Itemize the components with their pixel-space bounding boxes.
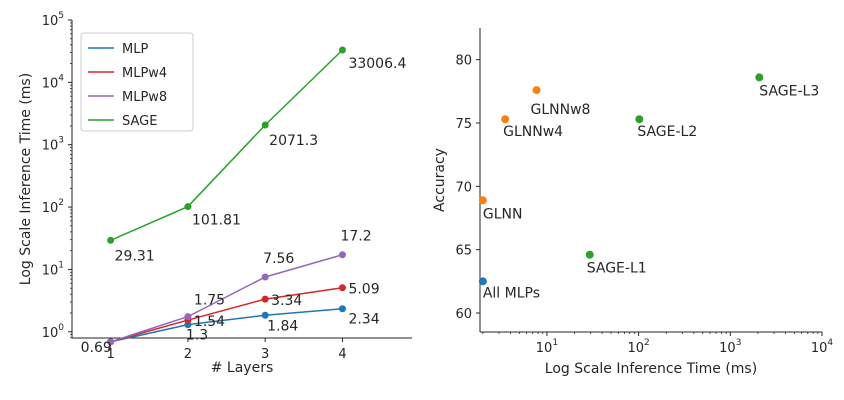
scatter-point-glnnw4 <box>501 115 510 124</box>
left-y-axis-title: Log Scale Inference Time (ms) <box>18 73 34 285</box>
right-y-tick-label: 60 <box>455 307 472 322</box>
data-label-mlpw8: 17.2 <box>340 229 371 245</box>
left-x-tick-label: 2 <box>184 347 192 362</box>
scatter-point-glnn <box>478 196 487 205</box>
right-points-group: All MLPs GLNN GLNNw4 GLNNw8 SAGE-L1 SAGE-L2 SA… <box>478 73 819 301</box>
right-scatter-chart: 101 102 103 104 60 65 70 75 80 All MLPs GLNN GLNN… <box>432 28 833 377</box>
scatter-point-sage-l3 <box>755 73 764 82</box>
right-y-tick-label: 70 <box>455 180 472 195</box>
data-point-mlpw8 <box>107 338 115 346</box>
series-line-mlp <box>110 307 343 343</box>
left-x-tick-label: 4 <box>338 347 346 362</box>
right-y-tick-label: 65 <box>455 244 472 259</box>
series-line-mlpw8 <box>110 254 343 343</box>
left-y-tick-label: 100 <box>42 323 65 341</box>
legend-label-mlpw8: MLPw8 <box>122 90 167 105</box>
left-x-ticks: 1 2 3 4 <box>106 338 347 362</box>
legend-box <box>80 32 194 132</box>
legend-label-mlpw4: MLPw4 <box>122 66 167 81</box>
right-x-tick-label: 102 <box>627 338 649 356</box>
left-x-tick-label: 1 <box>106 347 114 362</box>
data-point-sage <box>184 203 192 211</box>
legend-label-mlp: MLP <box>122 42 148 57</box>
data-label-sage: 29.31 <box>115 248 155 264</box>
right-y-axis-title: Accuracy <box>432 148 448 212</box>
scatter-label-sage-l3: SAGE-L3 <box>759 83 819 99</box>
right-x-ticks: 101 102 103 104 <box>482 332 834 356</box>
data-point-sage <box>107 236 115 244</box>
data-label-mlpw8: 7.56 <box>263 251 294 267</box>
left-y-tick-label: 104 <box>42 73 65 91</box>
data-label-sage: 101.81 <box>192 213 241 229</box>
data-label-mlp: 1.3 <box>186 328 208 344</box>
data-point-mlp <box>261 311 269 319</box>
data-label-mlpw4: 3.34 <box>271 293 302 309</box>
data-label-sage: 33006.4 <box>348 56 406 72</box>
data-label-mlp: 0.69 <box>81 340 112 356</box>
data-point-sage <box>261 121 269 129</box>
right-x-axis-title: Log Scale Inference Time (ms) <box>545 361 757 377</box>
scatter-point-sage-l2 <box>635 115 644 124</box>
left-x-tick-label: 3 <box>261 347 269 362</box>
data-label-mlpw8: 1.75 <box>194 293 225 309</box>
left-y-tick-label: 103 <box>42 136 64 154</box>
data-point-mlpw4 <box>338 284 346 292</box>
right-x-tick-label: 104 <box>811 338 834 356</box>
left-series-group <box>107 46 346 346</box>
data-point-mlpw8 <box>338 251 346 259</box>
right-x-tick-label: 103 <box>719 338 741 356</box>
legend-label-sage: SAGE <box>122 114 157 129</box>
data-label-mlp: 1.84 <box>267 318 298 334</box>
right-y-tick-label: 80 <box>455 54 472 69</box>
scatter-point-sage-l1 <box>585 250 594 259</box>
data-label-mlpw4: 1.54 <box>194 314 225 330</box>
scatter-label-glnn: GLNN <box>483 206 523 222</box>
data-point-mlpw4 <box>261 295 269 303</box>
left-y-tick-label: 102 <box>42 198 64 216</box>
left-y-tick-label: 105 <box>42 11 64 29</box>
right-y-ticks: 60 65 70 75 80 <box>455 54 480 322</box>
scatter-label-all-mlps: All MLPs <box>483 285 540 301</box>
left-data-labels: 0.69 1.3 1.84 2.34 1.54 3.34 5.09 1.75 7.56 17.2 2… <box>81 56 407 356</box>
right-y-tick-label: 75 <box>455 117 472 132</box>
data-point-mlpw8 <box>261 273 269 281</box>
scatter-label-glnnw8: GLNNw8 <box>531 102 591 118</box>
data-point-mlpw8 <box>184 313 192 321</box>
data-point-sage <box>338 46 346 54</box>
data-label-mlpw4: 5.09 <box>348 282 379 298</box>
data-label-sage: 2071.3 <box>269 133 318 149</box>
scatter-label-sage-l1: SAGE-L1 <box>587 261 647 277</box>
scatter-label-sage-l2: SAGE-L2 <box>637 124 697 140</box>
scatter-label-glnnw4: GLNNw4 <box>503 124 563 140</box>
left-x-axis-title: # Layers <box>211 360 274 376</box>
right-x-tick-label: 101 <box>536 338 558 356</box>
data-label-mlp: 2.34 <box>348 312 379 328</box>
left-y-ticks: 100 101 102 103 104 105 <box>42 11 72 341</box>
series-line-sage <box>110 49 343 241</box>
scatter-point-glnnw8 <box>532 86 541 95</box>
left-y-tick-label: 101 <box>42 260 64 278</box>
scatter-point-all-mlps <box>478 277 487 286</box>
series-line-mlpw4 <box>110 286 343 343</box>
legend: MLP MLPw4 MLPw8 SAGE <box>80 32 194 132</box>
data-point-mlp <box>338 305 346 313</box>
